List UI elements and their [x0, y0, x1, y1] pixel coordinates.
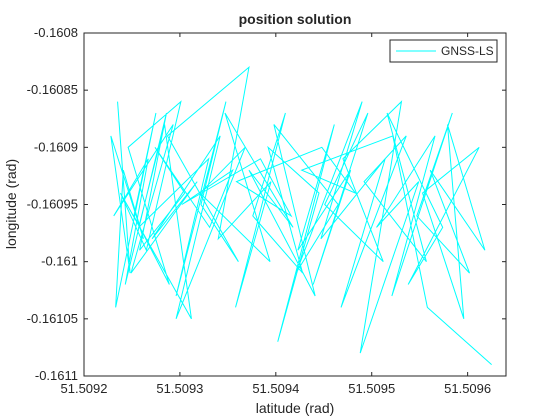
- y-tick-label: -0.1609: [34, 139, 78, 154]
- y-tick-label: -0.1608: [34, 25, 78, 40]
- chart-title: position solution: [239, 11, 352, 27]
- axes-box: [83, 32, 507, 377]
- legend-label: GNSS-LS: [441, 44, 494, 58]
- y-tick-label: -0.161: [41, 254, 78, 269]
- y-tick-label: -0.16085: [27, 82, 78, 97]
- x-axis-label: latitude (rad): [256, 400, 335, 416]
- y-tick-label: -0.16105: [27, 311, 78, 326]
- x-tick-label: 51.5094: [252, 381, 299, 396]
- y-tick-label: -0.1611: [35, 368, 78, 383]
- x-tick-label: 51.5096: [444, 381, 491, 396]
- y-axis-label: longitude (rad): [3, 159, 19, 249]
- legend-box: [389, 39, 498, 63]
- x-tick-label: 51.5093: [156, 381, 203, 396]
- series-line: [110, 66, 492, 365]
- x-tick-label: 51.5095: [348, 381, 395, 396]
- y-tick-label: -0.16095: [27, 197, 78, 212]
- x-tick-label: 51.5092: [61, 381, 108, 396]
